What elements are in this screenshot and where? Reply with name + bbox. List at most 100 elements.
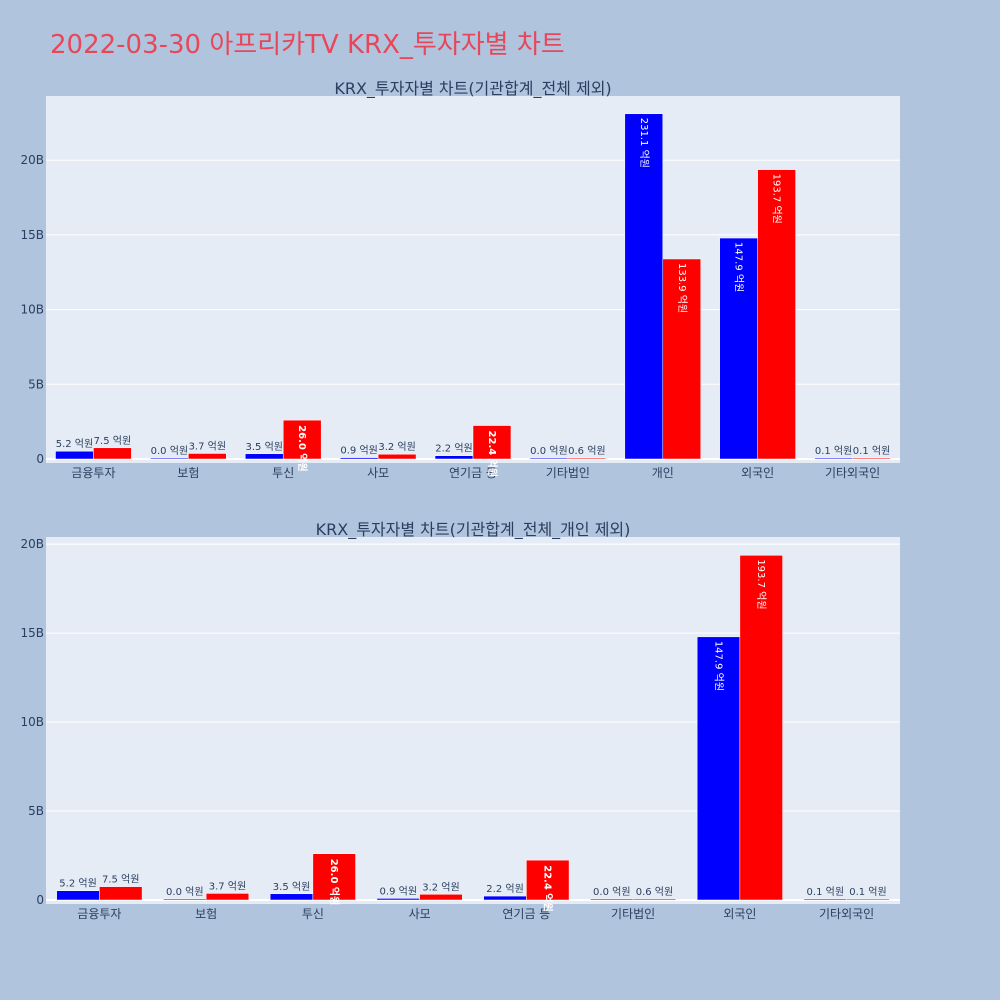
- x-tick-label: 기타법인: [611, 907, 655, 921]
- chart-top: 0 5B 10B 15B 20B KRX_투자자별 차트(기관합계_전체 제외) 금융투자 5…: [20, 79, 900, 480]
- buy-bar: [526, 859, 570, 901]
- x-tick-label: 개인: [652, 466, 674, 480]
- sell-bar: [269, 893, 314, 901]
- data-label: 147.9 억원: [733, 242, 745, 292]
- data-label: 0.6 억원: [568, 445, 605, 457]
- data-label: 22.4 억원: [486, 431, 499, 478]
- sell-bar: [245, 453, 284, 460]
- data-label: 231.1 억원: [638, 118, 650, 168]
- chart-title: KRX_투자자별 차트(기관합계_전체 제외): [334, 79, 611, 99]
- data-label: 3.5 억원: [273, 881, 310, 893]
- sell-bar: [376, 898, 420, 901]
- sell-bar: [696, 636, 741, 901]
- buy-bar: [567, 457, 607, 460]
- x-tick-label: 연기금 등: [502, 907, 550, 921]
- data-label: 5.2 억원: [56, 438, 93, 450]
- page-title: 2022-03-30 아프리카TV KRX_투자자별 차트: [50, 30, 565, 60]
- data-label: 0.0 억원: [593, 886, 630, 898]
- x-tick-label: 기타외국인: [825, 466, 880, 480]
- data-label: 0.1 억원: [815, 445, 852, 457]
- y-tick-label: 10B: [20, 715, 44, 729]
- data-label: 5.2 억원: [59, 878, 96, 890]
- x-tick-label: 사모: [409, 907, 431, 921]
- y-tick-label: 0: [36, 452, 44, 466]
- x-tick-label: 보험: [195, 907, 217, 921]
- buy-bar: [99, 886, 143, 901]
- sell-bar: [339, 457, 379, 460]
- data-label: 193.7 억원: [771, 174, 783, 224]
- buy-bar: [632, 898, 677, 901]
- buy-bar: [205, 893, 250, 901]
- x-tick-label: 기타외국인: [819, 907, 874, 921]
- data-label: 7.5 억원: [102, 874, 139, 886]
- data-label: 147.9 억원: [713, 641, 725, 691]
- buy-bar: [93, 447, 132, 460]
- x-tick-label: 금융투자: [71, 466, 115, 480]
- data-label: 2.2 억원: [435, 443, 472, 455]
- sell-bar: [434, 455, 474, 460]
- y-tick-label: 10B: [20, 303, 44, 317]
- data-label: 0.1 억원: [807, 886, 844, 898]
- x-tick-label: 보험: [177, 466, 199, 480]
- buy-bar: [739, 555, 783, 901]
- y-tick-label: 5B: [28, 377, 44, 391]
- data-label: 3.2 억원: [422, 881, 459, 893]
- data-label: 3.7 억원: [189, 440, 226, 452]
- buy-bar: [846, 898, 890, 901]
- y-tick-label: 15B: [20, 626, 44, 640]
- data-label: 3.2 억원: [378, 441, 415, 453]
- sell-bar: [483, 895, 527, 901]
- buy-bar: [852, 457, 891, 460]
- buy-bar: [419, 894, 463, 901]
- data-label: 0.1 억원: [849, 886, 886, 898]
- x-tick-label: 외국인: [723, 907, 756, 921]
- sell-bar: [803, 898, 847, 901]
- y-tick-label: 0: [36, 893, 44, 907]
- sell-bar: [150, 457, 189, 460]
- data-label: 0.9 억원: [340, 445, 377, 457]
- x-tick-label: 사모: [367, 466, 389, 480]
- sell-bar: [814, 457, 853, 460]
- sell-bar: [719, 237, 758, 460]
- y-tick-label: 20B: [20, 537, 44, 551]
- data-label: 0.0 억원: [151, 445, 188, 457]
- data-label: 22.4 억원: [542, 865, 555, 912]
- data-label: 0.0 억원: [166, 886, 203, 898]
- buy-bar: [757, 169, 796, 460]
- x-tick-label: 투신: [272, 466, 294, 480]
- buy-bar: [312, 853, 356, 901]
- x-tick-label: 기타법인: [546, 466, 590, 480]
- sell-bar: [624, 113, 664, 460]
- x-tick-label: 외국인: [741, 466, 774, 480]
- data-label: 193.7 억원: [755, 559, 767, 609]
- y-tick-label: 15B: [20, 228, 44, 242]
- buy-bar: [662, 258, 701, 460]
- buy-bar: [282, 419, 322, 460]
- data-label: 0.6 억원: [636, 886, 673, 898]
- buy-bar: [188, 453, 227, 460]
- data-label: 3.7 억원: [209, 880, 246, 892]
- data-label: 26.0 억원: [328, 859, 341, 906]
- sell-bar: [55, 450, 94, 460]
- data-label: 0.1 억원: [853, 445, 890, 457]
- data-label: 0.9 억원: [380, 885, 417, 897]
- data-label: 26.0 억원: [296, 425, 309, 472]
- buy-bar: [472, 425, 512, 460]
- data-label: 2.2 억원: [486, 883, 523, 895]
- chart-bottom: 0 5B 10B 15B 20B KRX_투자자별 차트(기관합계_전체_개인 제외) 금융…: [20, 520, 900, 921]
- y-tick-label: 20B: [20, 153, 44, 167]
- x-tick-label: 금융투자: [77, 907, 121, 921]
- data-label: 3.5 억원: [246, 441, 283, 453]
- sell-bar: [590, 898, 634, 901]
- data-label: 7.5 억원: [94, 435, 131, 447]
- x-tick-label: 연기금 등: [449, 466, 497, 480]
- sell-bar: [56, 890, 100, 901]
- data-label: 133.9 억원: [676, 263, 688, 313]
- sell-bar: [529, 457, 569, 460]
- buy-bar: [377, 453, 417, 460]
- sell-bar: [163, 898, 207, 901]
- y-tick-label: 5B: [28, 804, 44, 818]
- data-label: 0.0 억원: [530, 445, 567, 457]
- x-tick-label: 투신: [302, 907, 324, 921]
